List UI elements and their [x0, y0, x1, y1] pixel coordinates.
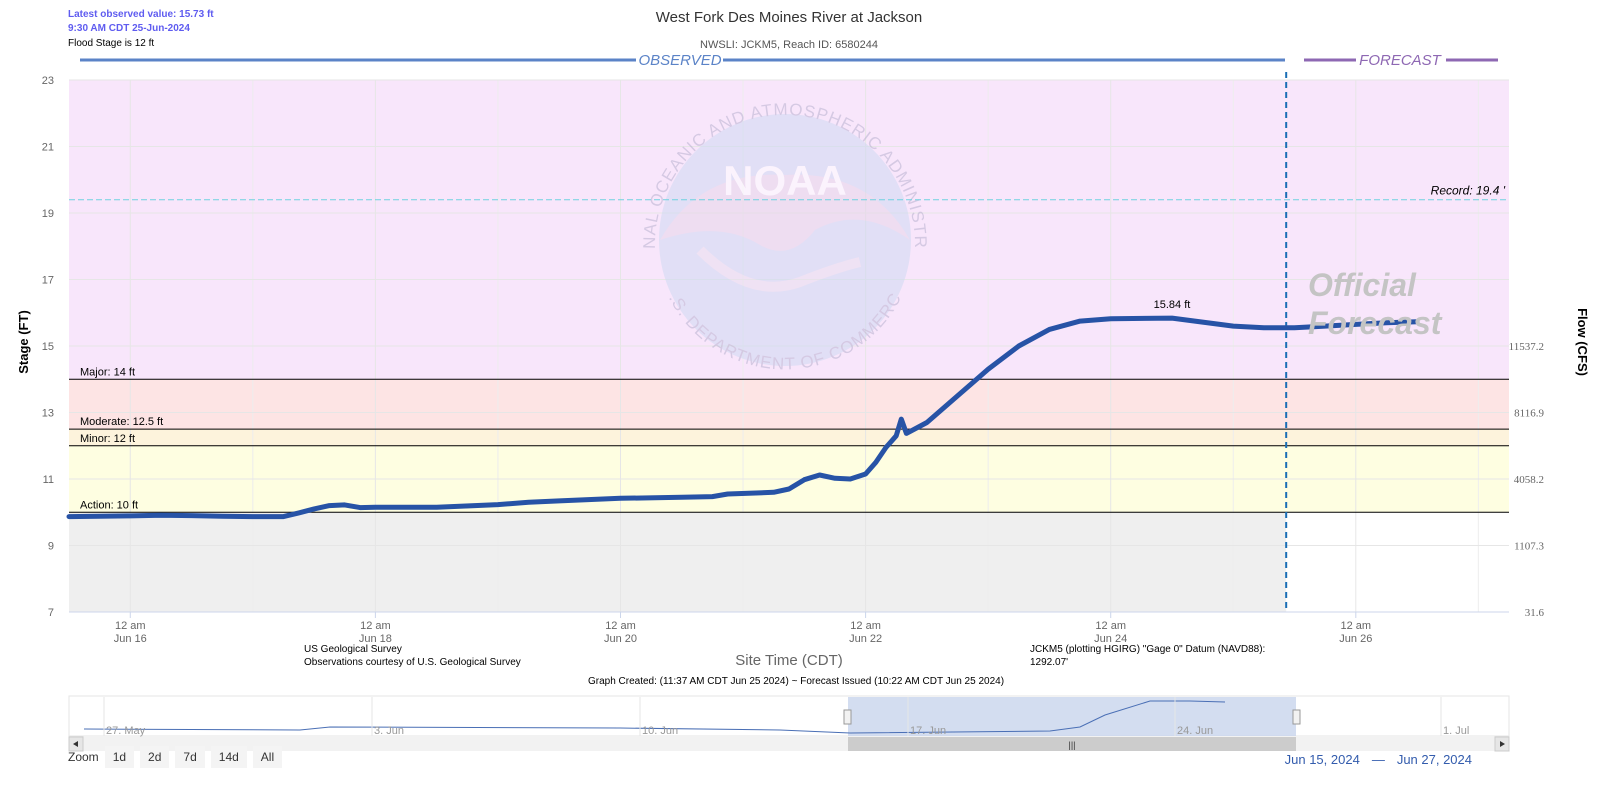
datum-info-2: 1292.07': [1030, 657, 1068, 668]
usgs-credit-2: Observations courtesy of U.S. Geological…: [304, 657, 521, 668]
stage-series-line: [66, 315, 1420, 520]
official-forecast-line1: Official: [1308, 267, 1417, 303]
axes: 7 9 11 13 15 17 19 21 23 31.6 1107.3 4058.2 8116.9 11…: [42, 75, 1545, 645]
x-tick-label-time: 12 am: [115, 620, 146, 632]
x-tick-label-time: 12 am: [605, 620, 636, 632]
y-tick-label: 15: [42, 341, 54, 353]
navigator-label: 1. Jul: [1443, 725, 1469, 737]
threshold-label-3: Action: 10 ft: [80, 499, 138, 511]
y-tick-label: 19: [42, 208, 54, 220]
navigator-selection[interactable]: [848, 697, 1296, 736]
threshold-label-0: Major: 14 ft: [80, 366, 135, 378]
official-forecast-line2: Forecast: [1308, 305, 1443, 341]
scroll-right-button[interactable]: [1494, 736, 1510, 752]
usgs-credit-1: US Geological Survey: [304, 644, 402, 655]
zoom-14d-button[interactable]: 14d: [210, 746, 247, 768]
navigator-label: 10. Jun: [642, 725, 678, 737]
threshold-lines: Major: 14 ft Moderate: 12.5 ft Minor: 12 f…: [69, 72, 1509, 612]
latest-time-text: 9:30 AM CDT 25-Jun-2024: [68, 23, 190, 34]
scrollbar-thumb[interactable]: [848, 737, 1296, 751]
navigator-label: 3. Jun: [374, 725, 404, 737]
record-label: Record: 19.4 ': [1431, 184, 1506, 198]
datum-info-1: JCKM5 (plotting HGIRG) "Gage 0" Datum (N…: [1030, 644, 1265, 655]
x-tick-label-date: Jun 26: [1339, 633, 1372, 645]
navigator-left-handle[interactable]: [843, 709, 852, 725]
y-axis-title: Stage (FT): [16, 310, 31, 374]
x-tick-label-date: Jun 20: [604, 633, 637, 645]
navigator-label: 24. Jun: [1177, 725, 1213, 737]
navigator-label: 17. Jun: [910, 725, 946, 737]
threshold-label-2: Minor: 12 ft: [80, 433, 135, 445]
x-tick-label-date: Jun 18: [359, 633, 392, 645]
observed-banner: OBSERVED: [80, 52, 1285, 69]
x-axis-title: Site Time (CDT): [735, 652, 843, 669]
flow-tick-label: 4058.2: [1514, 474, 1544, 486]
zoom-all-button[interactable]: All: [252, 746, 283, 768]
y-tick-label: 13: [42, 408, 54, 420]
x-tick-label-date: Jun 24: [1094, 633, 1127, 645]
zoom-controls: Zoom 1d 2d 7d 14d All: [68, 746, 283, 768]
y2-axis-title: Flow (CFS): [1575, 308, 1590, 376]
x-tick-label-date: Jun 16: [114, 633, 147, 645]
chart-subtitle: NWSLI: JCKM5, Reach ID: 6580244: [700, 39, 878, 51]
peak-label: 15.84 ft: [1154, 299, 1191, 311]
flow-tick-label: 1107.3: [1514, 541, 1544, 553]
svg-text:|||: |||: [1068, 740, 1075, 750]
zoom-2d-button[interactable]: 2d: [140, 746, 170, 768]
noaa-logo-text: NOAA: [723, 157, 847, 204]
threshold-label-1: Moderate: 12.5 ft: [80, 416, 163, 428]
observed-label: OBSERVED: [638, 52, 721, 69]
band-normal: [69, 512, 1287, 612]
flow-tick-label: 11537.2: [1509, 341, 1544, 353]
forecast-banner: FORECAST: [1304, 52, 1498, 69]
navigator-right-handle[interactable]: [1292, 709, 1301, 725]
band-minor: [69, 429, 1509, 446]
flow-tick-label: 8116.9: [1514, 408, 1544, 420]
range-separator: —: [1371, 752, 1385, 767]
zoom-7d-button[interactable]: 7d: [175, 746, 205, 768]
x-tick-label-date: Jun 22: [849, 633, 882, 645]
x-tick-label-time: 12 am: [360, 620, 391, 632]
flow-tick-label: 31.6: [1525, 607, 1545, 619]
y-tick-label: 11: [43, 474, 54, 486]
y-tick-label: 7: [48, 607, 54, 619]
band-moderate: [69, 379, 1509, 430]
range-navigator[interactable]: 27. May 3. Jun 10. Jun 17. Jun 24. Jun 1. Jul: [68, 695, 1510, 737]
x-tick-label-time: 12 am: [1341, 620, 1372, 632]
zoom-1d-button[interactable]: 1d: [104, 746, 135, 768]
y-tick-label: 23: [42, 75, 54, 87]
latest-value-text: Latest observed value: 15.73 ft: [68, 9, 214, 20]
zoom-label: Zoom: [68, 750, 99, 764]
range-from[interactable]: Jun 15, 2024: [1284, 752, 1360, 767]
x-tick-label-time: 12 am: [850, 620, 881, 632]
graph-created-note: Graph Created: (11:37 AM CDT Jun 25 2024…: [588, 676, 1004, 687]
y-tick-label: 9: [48, 541, 54, 553]
flood-stage-text: Flood Stage is 12 ft: [68, 38, 155, 49]
y-tick-label: 21: [42, 142, 54, 154]
y-tick-label: 17: [42, 275, 54, 287]
date-range-display: Jun 15, 2024 — Jun 27, 2024: [1285, 752, 1472, 767]
range-to[interactable]: Jun 27, 2024: [1396, 752, 1472, 767]
forecast-label: FORECAST: [1359, 52, 1443, 69]
navigator-scrollbar[interactable]: |||: [68, 736, 1510, 752]
chart-title: West Fork Des Moines River at Jackson: [656, 9, 922, 26]
x-tick-label-time: 12 am: [1095, 620, 1126, 632]
scroll-left-button[interactable]: [68, 736, 84, 752]
navigator-label: 27. May: [106, 725, 146, 737]
